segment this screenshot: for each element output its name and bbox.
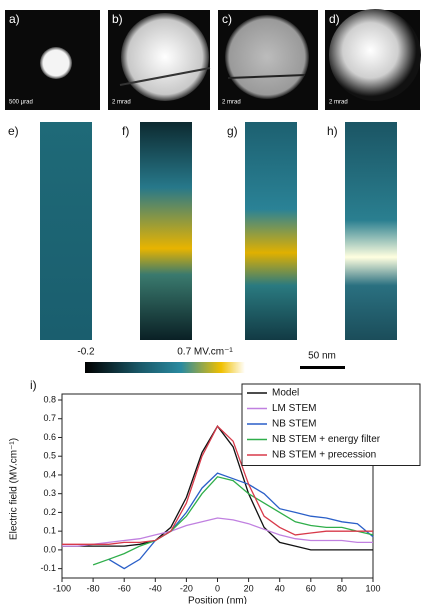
beam-disc bbox=[329, 9, 421, 101]
y-tick-label: 0.6 bbox=[43, 432, 56, 442]
x-tick-label: 20 bbox=[244, 583, 254, 593]
map-image bbox=[345, 122, 397, 340]
colorbar-label: 0.7 MV.cm⁻¹ bbox=[177, 347, 233, 358]
x-tick-label: 0 bbox=[215, 583, 220, 593]
panel-label: b) bbox=[112, 12, 123, 26]
x-tick-label: -40 bbox=[149, 583, 162, 593]
x-tick-label: -20 bbox=[180, 583, 193, 593]
panel-label: e) bbox=[8, 124, 19, 138]
x-tick-label: 100 bbox=[365, 583, 380, 593]
x-tick-label: 40 bbox=[275, 583, 285, 593]
panel-label: g) bbox=[227, 124, 238, 138]
map-image bbox=[140, 122, 192, 340]
y-tick-label: 0.1 bbox=[43, 526, 56, 536]
scale-bar-label: 50 nm bbox=[308, 351, 336, 362]
panel-label: a) bbox=[9, 12, 20, 26]
y-axis-label: Electric field (MV.cm⁻¹) bbox=[9, 438, 20, 540]
panel-label: d) bbox=[329, 12, 340, 26]
x-tick-label: -60 bbox=[118, 583, 131, 593]
series-line bbox=[62, 518, 373, 546]
panel-label: h) bbox=[327, 124, 338, 138]
scale-text: 500 µrad bbox=[9, 100, 33, 106]
legend-label: LM STEM bbox=[272, 403, 316, 414]
beam-disc bbox=[40, 47, 72, 79]
field-maps: e) f) g) h) -0.2 0.7 MV.cm⁻¹ 50 nm i) bbox=[8, 122, 397, 392]
x-axis-label: Position (nm) bbox=[188, 596, 247, 604]
diffraction-panels: a) b) c) d) 500 µrad 2 mrad 2 mrad 2 mra… bbox=[5, 9, 421, 110]
x-tick-label: 60 bbox=[306, 583, 316, 593]
x-tick-label: -80 bbox=[87, 583, 100, 593]
legend-label: NB STEM + precession bbox=[272, 450, 376, 461]
x-tick-label: -100 bbox=[53, 583, 71, 593]
panel-label: i) bbox=[30, 378, 37, 392]
scale-text: 2 mrad bbox=[329, 100, 348, 106]
scale-text: 2 mrad bbox=[112, 100, 131, 106]
series-line bbox=[93, 477, 373, 565]
y-tick-label: 0.3 bbox=[43, 488, 56, 498]
beam-disc bbox=[121, 13, 209, 101]
y-tick-label: 0.8 bbox=[43, 394, 56, 404]
scale-text: 2 mrad bbox=[222, 100, 241, 106]
legend-label: NB STEM + energy filter bbox=[272, 434, 381, 445]
scale-bar bbox=[300, 366, 345, 369]
y-tick-label: 0.7 bbox=[43, 413, 56, 423]
y-tick-label: 0.5 bbox=[43, 451, 56, 461]
beam-disc bbox=[225, 15, 309, 99]
colorbar-label: -0.2 bbox=[77, 347, 95, 358]
x-tick-label: 80 bbox=[337, 583, 347, 593]
map-image bbox=[245, 122, 297, 340]
legend-label: Model bbox=[272, 388, 299, 399]
legend-label: NB STEM bbox=[272, 419, 316, 430]
y-tick-label: -0.1 bbox=[40, 563, 56, 573]
panel-label: f) bbox=[122, 124, 129, 138]
colorbar bbox=[85, 362, 245, 373]
panel-label: c) bbox=[222, 12, 232, 26]
map-image bbox=[40, 122, 92, 340]
y-tick-label: 0.4 bbox=[43, 469, 56, 479]
page: a) b) c) d) 500 µrad 2 mrad 2 mrad 2 mra… bbox=[0, 0, 421, 604]
y-tick-label: 0.2 bbox=[43, 507, 56, 517]
figure: a) b) c) d) 500 µrad 2 mrad 2 mrad 2 mra… bbox=[0, 0, 421, 604]
chart: -0.1 0.0 0.1 0.2 0.3 0.4 0.5 0.6 0.7 0.8 -100 -80 -6… bbox=[9, 384, 420, 604]
y-tick-label: 0.0 bbox=[43, 544, 56, 554]
